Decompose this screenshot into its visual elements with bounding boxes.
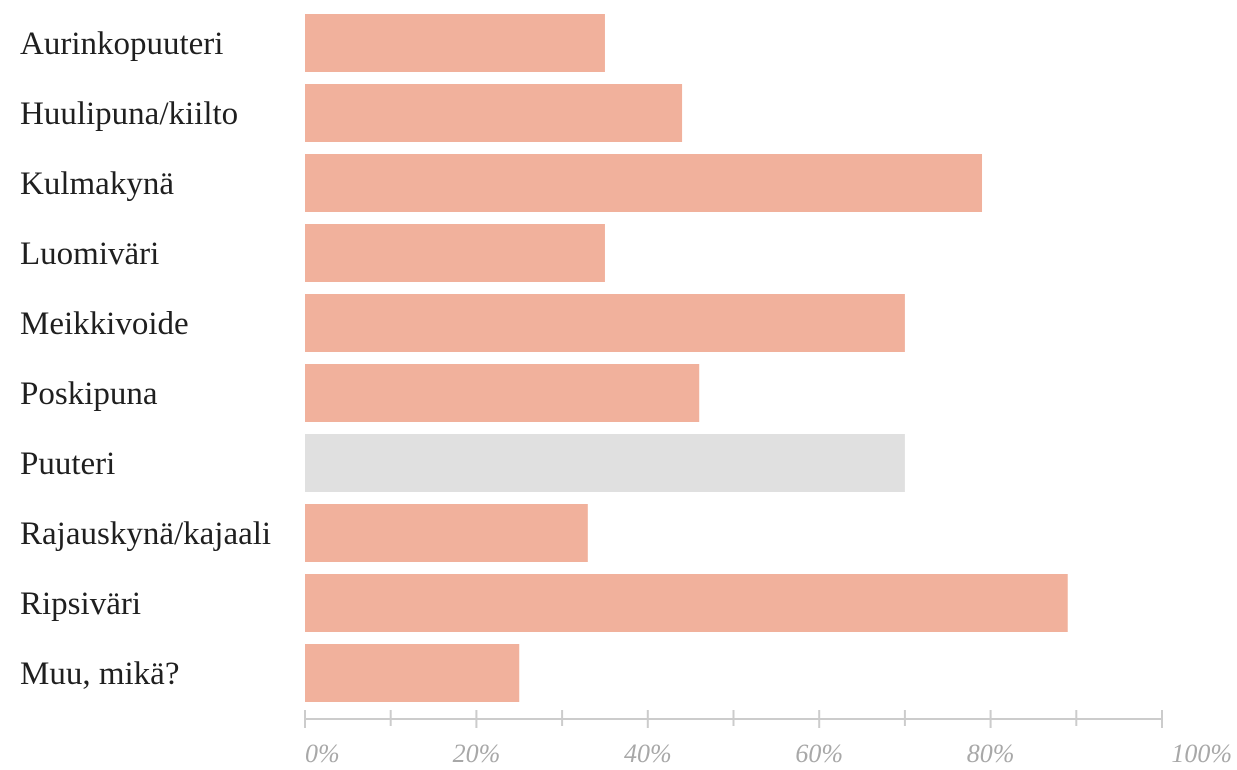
bar-puuteri	[305, 434, 905, 492]
x-tick-label: 100%	[1171, 739, 1232, 768]
x-tick-label: 40%	[624, 739, 672, 768]
category-label-muu-mikä: Muu, mikä?	[20, 656, 179, 692]
category-labels: Aurinkopuuteri Huulipuna/kiilto Kulmakynä L…	[20, 26, 271, 692]
bars	[305, 14, 1068, 702]
x-tick-label: 80%	[967, 739, 1015, 768]
category-label-aurinkopuuteri: Aurinkopuuteri	[20, 26, 223, 62]
bar-ripsiväri	[305, 574, 1068, 632]
category-label-ripsiväri: Ripsiväri	[20, 586, 141, 622]
x-tick-label: 60%	[795, 739, 843, 768]
bar-muu-mikä	[305, 644, 520, 702]
bar-luomiväri	[305, 224, 605, 282]
category-label-poskipuna: Poskipuna	[20, 376, 158, 412]
x-tick-label: 20%	[453, 739, 501, 768]
category-label-kulmakynä: Kulmakynä	[20, 166, 174, 202]
x-axis: 0% 20% 40% 60% 80% 100%	[304, 710, 1232, 768]
bar-kulmakynä	[305, 154, 983, 212]
category-label-rajauskynä-kajaali: Rajauskynä/kajaali	[20, 516, 271, 552]
x-tick-label: 0%	[305, 739, 340, 768]
category-label-puuteri: Puuteri	[20, 446, 115, 482]
category-label-huulipuna-kiilto: Huulipuna/kiilto	[20, 96, 238, 132]
bar-meikkivoide	[305, 294, 905, 352]
category-label-meikkivoide: Meikkivoide	[20, 306, 189, 342]
category-label-luomiväri: Luomiväri	[20, 236, 159, 272]
bar-aurinkopuuteri	[305, 14, 605, 72]
bar-rajauskynä-kajaali	[305, 504, 588, 562]
bar-poskipuna	[305, 364, 700, 422]
bar-huulipuna-kiilto	[305, 84, 683, 142]
